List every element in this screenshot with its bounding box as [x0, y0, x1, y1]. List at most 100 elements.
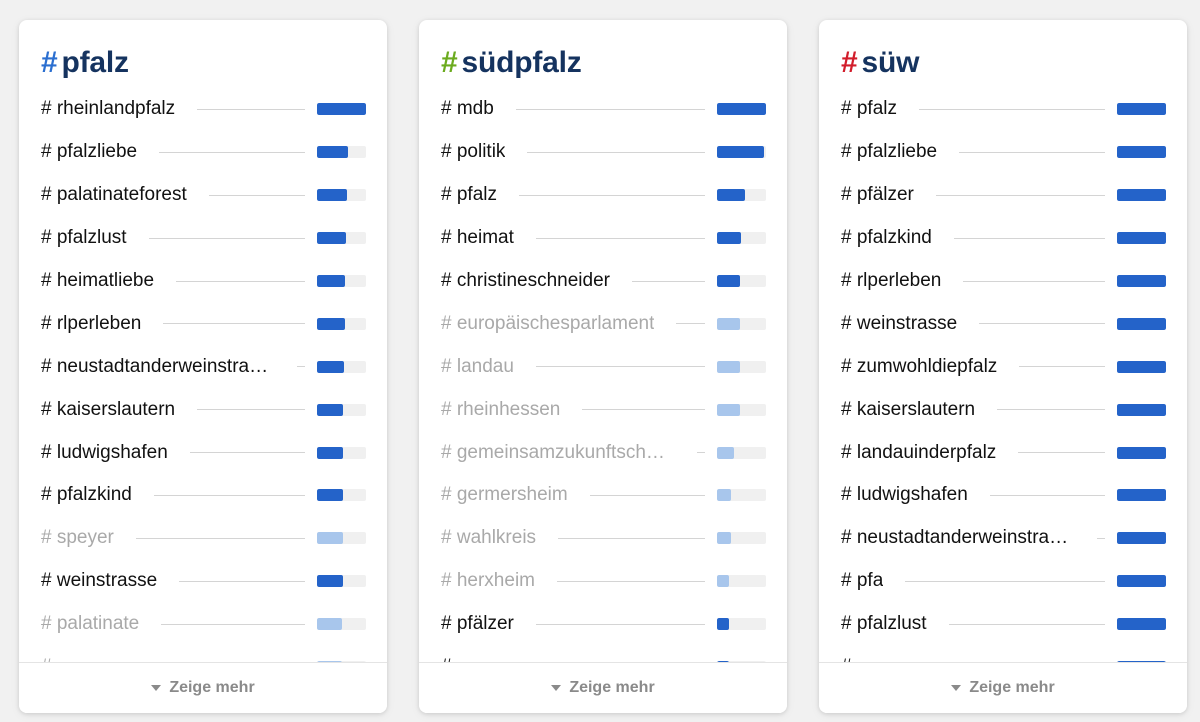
- show-more-button[interactable]: Zeige mehr: [819, 662, 1187, 713]
- hashtag-label: # rlperleben: [41, 312, 142, 334]
- hashtag-row[interactable]: # …: [419, 646, 787, 662]
- frequency-bar: [317, 232, 366, 245]
- hashtag-row[interactable]: # pfalzliebe: [819, 131, 1187, 174]
- leader-line: [515, 108, 705, 110]
- leader-line: [297, 366, 305, 368]
- hashtag-label: # pfa: [841, 570, 884, 592]
- frequency-bar: [317, 618, 366, 631]
- hash-symbol: #: [441, 46, 458, 79]
- frequency-bar: [317, 532, 366, 545]
- hashtag-row[interactable]: # pfalzkind: [19, 474, 387, 517]
- hashtag-row[interactable]: # zumwohldiepfalz: [819, 345, 1187, 388]
- hashtag-row[interactable]: # pfalzkind: [819, 217, 1187, 260]
- hashtag-row[interactable]: # mdb: [419, 88, 787, 131]
- hashtag-row[interactable]: # ludwigshafen: [819, 474, 1187, 517]
- hashtag-row[interactable]: # pfalz: [819, 88, 1187, 131]
- hashtag-row[interactable]: # palatinateforest: [19, 174, 387, 217]
- hashtag-row[interactable]: # weinstrasse: [19, 560, 387, 603]
- hashtag-row[interactable]: # neustadtanderweinstrasse…: [819, 517, 1187, 560]
- hashtag-row[interactable]: # gemeinsamzukunftschaffe…: [419, 431, 787, 474]
- hashtag-row[interactable]: # neustadtanderweinstrasse…: [19, 345, 387, 388]
- frequency-bar: [1117, 103, 1166, 116]
- leader-line: [527, 151, 705, 153]
- show-more-button[interactable]: Zeige mehr: [419, 662, 787, 713]
- hashtag-row[interactable]: # weinstrasse: [819, 302, 1187, 345]
- hashtag-row[interactable]: # pfalzlust: [819, 603, 1187, 646]
- hashtag-row[interactable]: # europäischesparlament: [419, 302, 787, 345]
- leader-line: [179, 580, 305, 582]
- hashtag-label: # christineschneider: [441, 270, 610, 291]
- hashtag-row[interactable]: # kaiserslautern: [19, 388, 387, 431]
- hashtag-row[interactable]: # pfalz: [419, 174, 787, 217]
- show-more-button[interactable]: Zeige mehr: [19, 662, 387, 713]
- frequency-bar-fill: [317, 103, 366, 116]
- hashtag-row[interactable]: # rheinlandpfalz: [19, 88, 387, 131]
- leader-line: [582, 409, 705, 411]
- hashtag-row[interactable]: # ludwigshafen: [19, 431, 387, 474]
- card-title-text: süw: [861, 46, 920, 79]
- leader-line: [989, 494, 1105, 496]
- frequency-bar-fill: [1117, 146, 1166, 159]
- frequency-bar-fill: [317, 275, 345, 287]
- hashtag-row[interactable]: # germersheim: [419, 474, 787, 517]
- hashtag-label: # zumwohldiepfalz: [841, 355, 998, 377]
- hashtag-label: # pfalzliebe: [41, 141, 138, 163]
- frequency-bar-fill: [317, 232, 347, 245]
- hashtag-row[interactable]: # pfalzlust: [19, 217, 387, 260]
- leader-line: [1097, 537, 1105, 539]
- hashtag-row[interactable]: # landau: [419, 345, 787, 388]
- leader-line: [1018, 452, 1105, 454]
- hashtag-row[interactable]: # heimat: [419, 217, 787, 260]
- hashtag-row[interactable]: # pfälzer: [419, 603, 787, 646]
- frequency-bar-fill: [717, 189, 746, 202]
- hashtag-row[interactable]: # herxheim: [419, 560, 787, 603]
- frequency-bar-fill: [717, 232, 741, 245]
- hashtag-label: # palatinate: [41, 613, 140, 635]
- hashtag-row[interactable]: # pfalzliebe: [19, 131, 387, 174]
- hashtag-row[interactable]: # pfa: [819, 560, 1187, 603]
- frequency-bar: [317, 317, 366, 330]
- hashtag-row[interactable]: # pfälzer: [819, 174, 1187, 217]
- hashtag-row[interactable]: # rlperleben: [819, 260, 1187, 303]
- hashtag-label: # pfalzkind: [841, 227, 932, 249]
- leader-line: [535, 623, 705, 625]
- hashtag-row[interactable]: # politik: [419, 131, 787, 174]
- hashtag-row[interactable]: # rlperleben: [19, 302, 387, 345]
- hashtag-row[interactable]: # palatinate: [19, 603, 387, 646]
- frequency-bar: [317, 189, 366, 202]
- hashtag-row[interactable]: # christineschneider: [419, 260, 787, 303]
- hashtag-row[interactable]: # wahlkreis: [419, 517, 787, 560]
- hashtag-row[interactable]: # rheinhessen: [419, 388, 787, 431]
- frequency-bar: [1117, 146, 1166, 159]
- frequency-bar: [1117, 189, 1166, 202]
- frequency-bar-fill: [717, 661, 730, 662]
- leader-line: [963, 280, 1105, 282]
- hashtag-label: # rheinhessen: [441, 398, 561, 420]
- frequency-bar: [717, 360, 766, 373]
- frequency-bar: [1117, 618, 1166, 631]
- frequency-bar-fill: [717, 618, 730, 631]
- hashtag-label: # heimat: [441, 227, 514, 249]
- leader-line: [535, 366, 705, 368]
- frequency-bar-fill: [317, 403, 344, 416]
- hashtag-row[interactable]: # kaiserslautern: [819, 388, 1187, 431]
- hashtag-row[interactable]: # heimatliebe: [19, 260, 387, 303]
- hashtag-label: # pfalzlust: [841, 613, 927, 635]
- hashtag-label: # neustadtanderweinstrasse…: [41, 355, 275, 377]
- hashtag-row[interactable]: # speyer: [19, 517, 387, 560]
- leader-line: [176, 280, 305, 282]
- hashtag-row[interactable]: # landauinderpfalz: [819, 431, 1187, 474]
- frequency-bar-fill: [717, 403, 740, 416]
- show-more-label: Zeige mehr: [569, 679, 655, 696]
- hashtag-label: # rheinlandpfalz: [41, 98, 176, 120]
- frequency-bar-fill: [317, 661, 342, 662]
- frequency-bar-fill: [317, 618, 342, 631]
- hashtag-row[interactable]: # …: [19, 646, 387, 662]
- hashtag-label: # pfalz: [441, 184, 497, 206]
- hashtag-row[interactable]: # …: [819, 646, 1187, 662]
- hashtag-label: # landauinderpfalz: [841, 441, 997, 463]
- frequency-bar: [1117, 317, 1166, 330]
- hashtag-label: # pfalz: [841, 98, 897, 120]
- card-title: # südpfalz: [441, 46, 582, 80]
- leader-line: [197, 108, 305, 110]
